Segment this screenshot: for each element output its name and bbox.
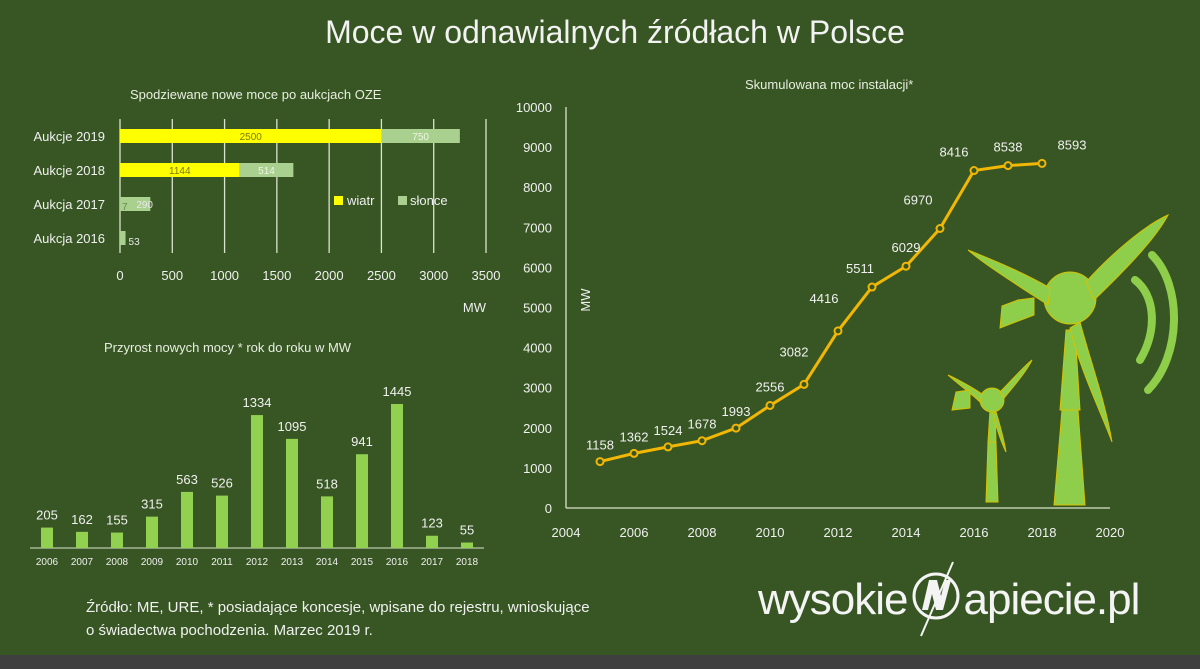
svg-text:1000: 1000 bbox=[210, 268, 239, 283]
svg-text:6029: 6029 bbox=[892, 240, 921, 255]
svg-text:0: 0 bbox=[545, 501, 552, 516]
svg-text:9000: 9000 bbox=[523, 140, 552, 155]
svg-text:MW: MW bbox=[578, 288, 593, 312]
svg-text:3000: 3000 bbox=[523, 381, 552, 396]
svg-text:5000: 5000 bbox=[523, 301, 552, 316]
svg-text:10000: 10000 bbox=[516, 100, 552, 115]
cumulative-chart-title: Skumulowana moc instalacji* bbox=[745, 77, 914, 92]
svg-text:6970: 6970 bbox=[904, 193, 933, 208]
wind-turbine-icon bbox=[947, 213, 1178, 506]
svg-text:Aukcje 2018: Aukcje 2018 bbox=[33, 163, 105, 178]
svg-text:563: 563 bbox=[176, 472, 198, 487]
svg-text:2008: 2008 bbox=[688, 525, 717, 540]
svg-text:2004: 2004 bbox=[552, 525, 581, 540]
svg-text:4000: 4000 bbox=[523, 341, 552, 356]
svg-text:162: 162 bbox=[71, 512, 93, 527]
svg-text:2012: 2012 bbox=[824, 525, 853, 540]
logo-text-right: apiecie.pl bbox=[963, 575, 1141, 624]
svg-text:500: 500 bbox=[161, 268, 183, 283]
svg-text:1144: 1144 bbox=[169, 166, 191, 177]
svg-text:514: 514 bbox=[258, 166, 275, 177]
svg-text:4416: 4416 bbox=[810, 291, 839, 306]
svg-text:8000: 8000 bbox=[523, 180, 552, 195]
svg-text:2010: 2010 bbox=[176, 557, 199, 568]
svg-text:2006: 2006 bbox=[620, 525, 649, 540]
svg-text:53: 53 bbox=[129, 237, 141, 248]
svg-text:2016: 2016 bbox=[960, 525, 989, 540]
svg-text:7000: 7000 bbox=[523, 220, 552, 235]
infographic: Moce w odnawialnych źródłach w Polsce Sp… bbox=[0, 0, 1200, 655]
svg-text:8538: 8538 bbox=[994, 140, 1023, 155]
svg-text:2556: 2556 bbox=[756, 380, 785, 395]
svg-text:3500: 3500 bbox=[472, 268, 501, 283]
svg-text:2014: 2014 bbox=[892, 525, 921, 540]
bottom-bar bbox=[0, 655, 1200, 669]
svg-text:1000: 1000 bbox=[523, 461, 552, 476]
svg-text:Aukcja 2016: Aukcja 2016 bbox=[33, 231, 105, 246]
svg-text:2018: 2018 bbox=[1028, 525, 1057, 540]
svg-text:123: 123 bbox=[421, 516, 443, 531]
svg-text:55: 55 bbox=[460, 523, 474, 538]
logo-text-left: wysokie bbox=[758, 575, 908, 624]
svg-text:2012: 2012 bbox=[246, 557, 269, 568]
svg-text:0: 0 bbox=[116, 268, 123, 283]
svg-text:526: 526 bbox=[211, 476, 233, 491]
svg-text:Aukcja 2017: Aukcja 2017 bbox=[33, 197, 105, 212]
svg-text:1158: 1158 bbox=[586, 438, 614, 453]
lightning-n-icon bbox=[912, 561, 959, 637]
svg-text:8593: 8593 bbox=[1058, 137, 1087, 152]
page-title: Moce w odnawialnych źródłach w Polsce bbox=[325, 14, 905, 50]
svg-text:2000: 2000 bbox=[523, 421, 552, 436]
svg-text:155: 155 bbox=[106, 513, 128, 528]
svg-text:1334: 1334 bbox=[243, 395, 272, 410]
svg-text:2016: 2016 bbox=[386, 557, 409, 568]
svg-text:1678: 1678 bbox=[688, 417, 717, 432]
svg-text:2018: 2018 bbox=[456, 557, 479, 568]
svg-text:518: 518 bbox=[316, 476, 338, 491]
increment-chart-title: Przyrost nowych mocy * rok do roku w MW bbox=[104, 340, 352, 355]
svg-text:2007: 2007 bbox=[71, 557, 94, 568]
svg-text:290: 290 bbox=[136, 200, 153, 211]
svg-text:MW: MW bbox=[463, 300, 487, 315]
svg-text:1362: 1362 bbox=[620, 429, 649, 444]
svg-text:315: 315 bbox=[141, 497, 163, 512]
svg-text:2008: 2008 bbox=[106, 557, 129, 568]
auction-chart-title: Spodziewane nowe moce po aukcjach OZE bbox=[130, 87, 382, 102]
svg-text:2000: 2000 bbox=[315, 268, 344, 283]
svg-text:3000: 3000 bbox=[419, 268, 448, 283]
svg-text:1445: 1445 bbox=[383, 384, 412, 399]
svg-text:2017: 2017 bbox=[421, 557, 444, 568]
svg-text:3082: 3082 bbox=[780, 344, 809, 359]
svg-text:2006: 2006 bbox=[36, 557, 59, 568]
svg-text:8416: 8416 bbox=[940, 145, 969, 160]
svg-text:1095: 1095 bbox=[278, 419, 307, 434]
svg-text:2009: 2009 bbox=[141, 557, 164, 568]
svg-text:1524: 1524 bbox=[654, 423, 683, 438]
svg-text:6000: 6000 bbox=[523, 260, 552, 275]
svg-text:2010: 2010 bbox=[756, 525, 785, 540]
svg-text:2500: 2500 bbox=[367, 268, 396, 283]
svg-text:2500: 2500 bbox=[240, 132, 263, 143]
svg-text:2013: 2013 bbox=[281, 557, 304, 568]
footnote-line-2: o świadectwa pochodzenia. Marzec 2019 r. bbox=[86, 622, 373, 639]
svg-text:słonce: słonce bbox=[410, 193, 448, 208]
svg-text:7: 7 bbox=[122, 202, 128, 213]
svg-text:wiatr: wiatr bbox=[346, 193, 375, 208]
source-footnote: Źródło: ME, URE, * posiadające koncesje,… bbox=[86, 596, 590, 642]
svg-text:941: 941 bbox=[351, 434, 373, 449]
svg-text:205: 205 bbox=[36, 508, 58, 523]
svg-text:2015: 2015 bbox=[351, 557, 374, 568]
svg-text:1500: 1500 bbox=[262, 268, 291, 283]
svg-text:2020: 2020 bbox=[1096, 525, 1125, 540]
svg-text:2014: 2014 bbox=[316, 557, 339, 568]
svg-text:2011: 2011 bbox=[211, 557, 233, 568]
svg-text:Aukcje 2019: Aukcje 2019 bbox=[33, 129, 105, 144]
brand-logo: wysokie apiecie.pl bbox=[758, 560, 1141, 640]
svg-text:750: 750 bbox=[412, 132, 429, 143]
svg-text:1993: 1993 bbox=[722, 404, 751, 419]
footnote-line-1: Źródło: ME, URE, * posiadające koncesje,… bbox=[86, 599, 590, 616]
svg-text:5511: 5511 bbox=[846, 261, 874, 276]
